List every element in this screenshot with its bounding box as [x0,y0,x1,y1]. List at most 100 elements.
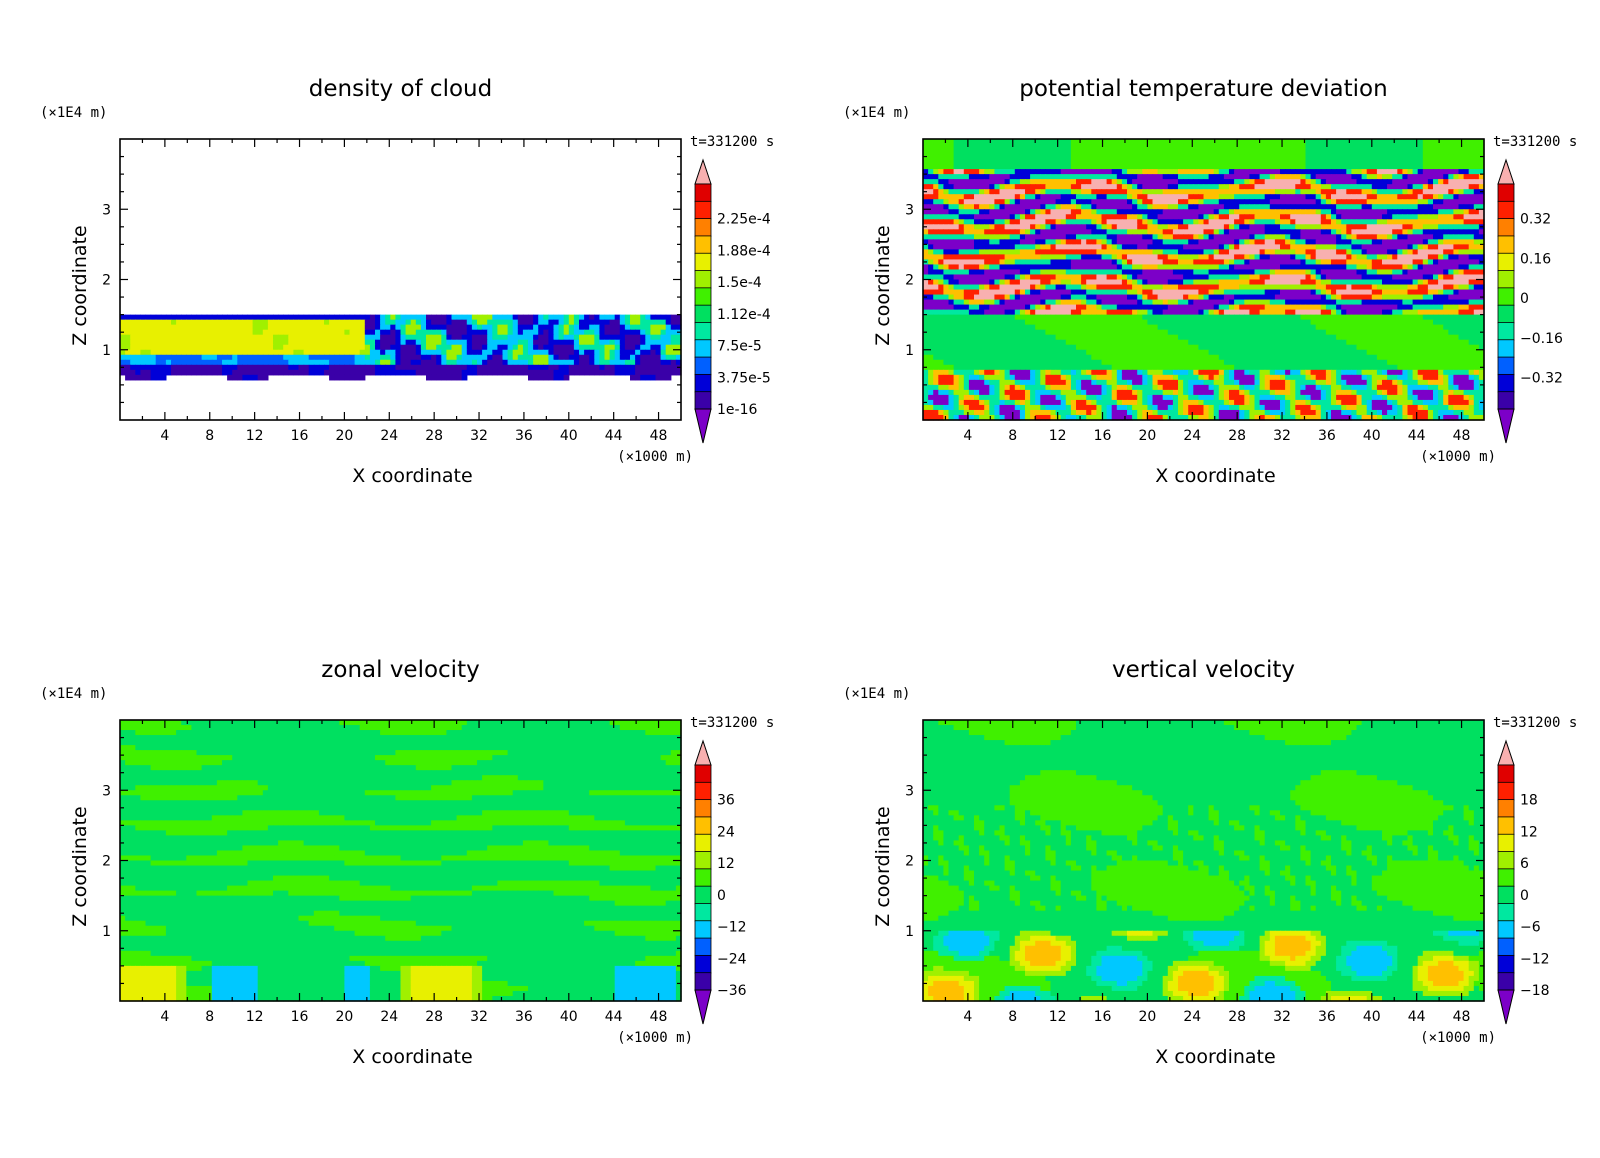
x-tick-label: 28 [1228,1009,1246,1025]
y-tick-label: 3 [102,202,111,218]
x-tick-label: 32 [1273,1009,1291,1025]
colorbar-label: −6 [1520,920,1541,936]
x-tick-label: 16 [1094,1009,1112,1025]
colorbar: 2.25e-4 1.88e-4 1.5e-4 1.12e-4 7.5e-5 3.75e-5… [694,158,771,444]
chart-panel-2: potential temperature deviation (×1E4 m) t… [843,76,1577,487]
x-tick-label: 24 [1183,1009,1201,1025]
colorbar-label: −24 [717,951,747,967]
x-tick-label: 44 [605,428,623,444]
x-tick-label: 48 [650,428,668,444]
panel-title: vertical velocity [1112,657,1295,683]
x-tick-label: 48 [1453,428,1471,444]
colorbar-label: 18 [1520,793,1538,809]
x-tick-label: 16 [291,1009,309,1025]
y-axis-label: Z coordinate [872,806,894,926]
x-tick-label: 8 [205,1009,214,1025]
y-tick-label: 3 [102,783,111,799]
x-tick-label: 24 [380,428,398,444]
y-axis-label: Z coordinate [69,806,91,926]
y-tick-label: 1 [905,924,914,940]
y-tick-label: 1 [102,343,111,359]
x-tick-label: 12 [1049,428,1067,444]
chart-panel-3: zonal velocity(×1E4 m)t=331200 s4 8 12 16 20… [40,657,774,1068]
x-tick-label: 40 [1363,1009,1381,1025]
y-unit-label: (×1E4 m) [40,686,107,702]
colorbar-label: 0 [1520,888,1529,904]
contour-field [120,139,682,420]
x-unit-label: (×1000 m) [1420,1030,1496,1046]
x-tick-label: 40 [560,1009,578,1025]
x-axis-label: X coordinate [1155,465,1275,487]
panel-title: zonal velocity [321,657,479,683]
x-tick-label: 4 [160,428,169,444]
x-unit-label: (×1000 m) [1420,449,1496,465]
x-tick-label: 4 [963,1009,972,1025]
x-tick-label: 48 [650,1009,668,1025]
x-tick-label: 8 [1008,1009,1017,1025]
x-tick-label: 44 [1408,428,1426,444]
x-tick-label: 36 [515,1009,533,1025]
y-tick-label: 2 [905,854,914,870]
time-label: t=331200 s [1493,134,1577,150]
time-label: t=331200 s [690,134,774,150]
y-tick-label: 3 [905,783,914,799]
chart-panel-1: density of cloud(×1E4 m)t=331200 s4 8 12 16… [40,76,774,487]
x-tick-label: 12 [246,1009,264,1025]
colorbar-label: −18 [1520,983,1550,999]
colorbar-label: 0.16 [1520,251,1551,267]
x-tick-label: 12 [1049,1009,1067,1025]
x-tick-label: 32 [1273,428,1291,444]
y-tick-label: 2 [102,854,111,870]
colorbar-label: 1.5e-4 [717,275,762,291]
x-tick-label: 20 [1138,1009,1156,1025]
x-tick-label: 40 [560,428,578,444]
y-tick-label: 1 [905,343,914,359]
panel-title: density of cloud [309,76,492,102]
colorbar-label: 0 [717,888,726,904]
x-tick-label: 4 [160,1009,169,1025]
colorbar-label: 3.75e-5 [717,370,771,386]
colorbar-label: 6 [1520,856,1529,872]
colorbar-label: 2.25e-4 [717,212,771,228]
y-unit-label: (×1E4 m) [843,686,910,702]
y-unit-label: (×1E4 m) [843,105,910,121]
colorbar-label: 1.12e-4 [717,307,771,323]
x-tick-label: 24 [380,1009,398,1025]
colorbar-label: 0 [1520,291,1529,307]
x-tick-label: 16 [291,428,309,444]
x-tick-label: 36 [515,428,533,444]
x-axis-label: X coordinate [352,465,472,487]
x-axis-label: X coordinate [352,1046,472,1068]
x-tick-label: 24 [1183,428,1201,444]
colorbar-label: −0.32 [1520,371,1563,387]
colorbar: 0.32 0.16 0 −0.16 −0.32 [1497,158,1563,444]
colorbar-label: 7.5e-5 [717,339,762,355]
x-tick-label: 40 [1363,428,1381,444]
colorbar-label: 1e-16 [717,402,757,418]
x-tick-label: 28 [425,1009,443,1025]
y-unit-label: (×1E4 m) [40,105,107,121]
y-axis-label: Z coordinate [69,225,91,345]
chart-panel-4: vertical velocity(×1E4 m)t=331200 s4 8 12 1… [843,657,1577,1068]
colorbar-label: 0.32 [1520,212,1551,228]
x-unit-label: (×1000 m) [617,1030,693,1046]
colorbar-label: −0.16 [1520,331,1563,347]
colorbar-label: 24 [717,824,735,840]
contour-field [120,720,682,1002]
colorbar-label: 1.88e-4 [717,243,771,259]
x-tick-label: 4 [963,428,972,444]
y-tick-label: 3 [905,202,914,218]
x-tick-label: 44 [1408,1009,1426,1025]
x-tick-label: 20 [335,1009,353,1025]
x-tick-label: 44 [605,1009,623,1025]
x-tick-label: 28 [1228,428,1246,444]
x-tick-label: 20 [1138,428,1156,444]
x-tick-label: 8 [205,428,214,444]
x-tick-label: 36 [1318,428,1336,444]
y-tick-label: 2 [102,273,111,289]
contour-field [923,139,1485,421]
y-tick-label: 1 [102,924,111,940]
y-axis-label: Z coordinate [872,225,894,345]
x-tick-label: 16 [1094,428,1112,444]
